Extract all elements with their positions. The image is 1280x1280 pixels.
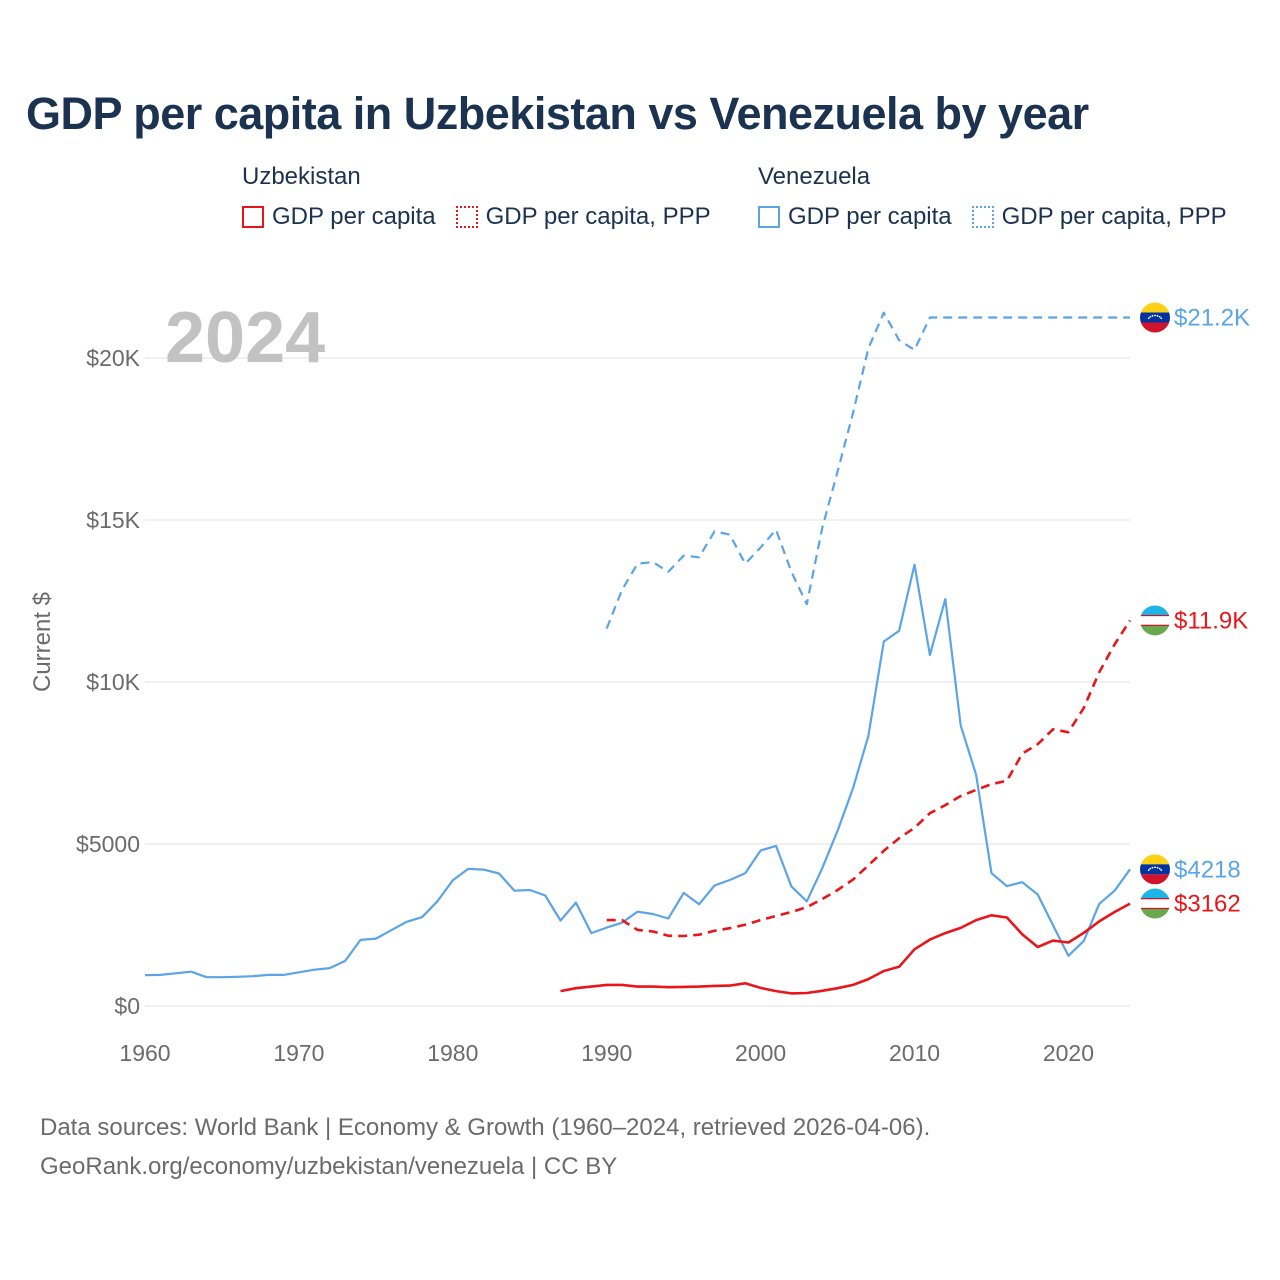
legend-label: GDP per capita, PPP (1001, 203, 1227, 230)
end-value-label: $11.9K (1174, 607, 1248, 634)
legend-item-venezuela-gdp[interactable]: GDP per capita (758, 203, 952, 231)
series-line-venezuela-gdp-per-capita (144, 563, 1131, 979)
y-tick-label: $15K (86, 507, 140, 533)
uzbekistan-flag-icon (1140, 605, 1170, 636)
x-tick-label: 1970 (273, 1040, 324, 1066)
series-lines (144, 311, 1132, 995)
gridlines (145, 357, 1130, 1007)
end-value-label: $3162 (1174, 891, 1241, 918)
legend-group-title: Venezuela (758, 163, 871, 190)
footer-link[interactable]: GeoRank.org/economy/uzbekistan/venezuela… (40, 1153, 618, 1180)
y-tick-label: $5000 (76, 831, 140, 857)
x-tick-label: 1990 (581, 1040, 632, 1066)
series-line-venezuela-gdp-per-capita-ppp (605, 311, 1130, 629)
y-axis-label: Current $ (29, 592, 56, 692)
end-value-label: $21.2K (1174, 305, 1250, 332)
legend-group-title: Uzbekistan (242, 163, 361, 190)
x-tick-label: 2010 (889, 1040, 940, 1066)
legend-label: GDP per capita (788, 203, 952, 230)
legend-group-venezuela: Venezuela GDP per capita GDP per capita,… (758, 163, 1227, 231)
uzbekistan-flag-icon (1140, 888, 1170, 919)
venezuela-flag-icon (1140, 302, 1170, 333)
solid-line-swatch-icon (758, 206, 780, 228)
dotted-line-swatch-icon (971, 206, 994, 228)
y-tick-label: $20K (86, 345, 140, 371)
legend-item-uzbekistan-gdp[interactable]: GDP per capita (242, 203, 436, 231)
series-line-uzbekistan-gdp-per-capita-ppp (606, 619, 1132, 938)
page-title: GDP per capita in Uzbekistan vs Venezuel… (26, 88, 1089, 139)
legend-label: GDP per capita, PPP (485, 203, 711, 230)
x-tick-label: 1980 (427, 1040, 478, 1066)
footer-sources: Data sources: World Bank | Economy & Gro… (40, 1114, 931, 1141)
year-watermark: 2024 (165, 298, 325, 378)
y-axis: $0 $5000 $10K $15K $20K (76, 345, 141, 1019)
end-value-label: $4218 (1174, 856, 1241, 883)
venezuela-flag-icon (1140, 854, 1170, 885)
x-tick-label: 2000 (735, 1040, 786, 1066)
series-line-uzbekistan-gdp-per-capita (560, 902, 1131, 995)
legend-label: GDP per capita (272, 203, 436, 230)
legend-group-uzbekistan: Uzbekistan GDP per capita GDP per capita… (242, 163, 711, 231)
x-axis: 1960 1970 1980 1990 2000 2010 2020 (119, 1040, 1094, 1066)
legend-item-venezuela-gdp-ppp[interactable]: GDP per capita, PPP (971, 203, 1227, 231)
x-tick-label: 1960 (119, 1040, 170, 1066)
line-chart: 2024 $0 $5000 $10K $15K $20K 1960 1970 1980 199… (29, 298, 1250, 1066)
y-tick-label: $0 (114, 993, 140, 1019)
y-tick-label: $10K (86, 669, 140, 695)
footer: Data sources: World Bank | Economy & Gro… (40, 1108, 930, 1186)
dotted-line-swatch-icon (455, 206, 478, 228)
legend-item-uzbekistan-gdp-ppp[interactable]: GDP per capita, PPP (455, 203, 711, 231)
x-tick-label: 2020 (1043, 1040, 1094, 1066)
end-labels: $4218 $21.2K $3162 $11.9K (1140, 302, 1250, 919)
solid-line-swatch-icon (242, 206, 264, 228)
